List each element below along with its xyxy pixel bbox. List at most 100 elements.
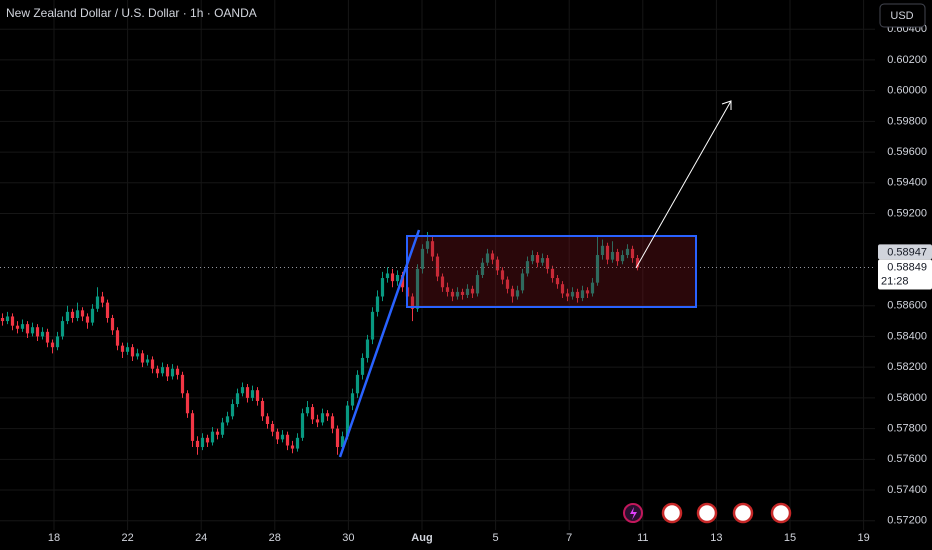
projection-arrow <box>635 100 732 269</box>
candle-body <box>610 251 615 260</box>
candle-body <box>290 445 295 449</box>
candle-body <box>545 258 550 269</box>
y-tick-label: 0.57400 <box>887 484 927 496</box>
x-tick-label: 30 <box>342 532 354 544</box>
candle-body <box>80 310 85 317</box>
x-tick-label: 13 <box>710 532 722 544</box>
x-tick-label: 19 <box>857 532 869 544</box>
y-tick-label: 0.59800 <box>887 115 927 127</box>
candle-body <box>285 434 290 446</box>
candle-body <box>215 431 220 435</box>
event-icon[interactable] <box>696 502 718 524</box>
candle-body <box>90 308 95 323</box>
x-tick-label: 7 <box>566 532 572 544</box>
candle-body <box>75 310 80 318</box>
chart-title: New Zealand Dollar / U.S. Dollar · 1h · … <box>6 6 257 20</box>
currency-button[interactable] <box>879 3 926 28</box>
candle-body <box>370 311 375 340</box>
x-tick-label: 18 <box>48 532 60 544</box>
candle-body <box>440 276 445 288</box>
candle-body <box>305 407 310 414</box>
candle-body <box>300 413 305 438</box>
y-tick-label: 0.58000 <box>887 392 927 404</box>
candle-body <box>85 316 90 323</box>
candle-body <box>590 282 595 294</box>
candle-body <box>135 353 140 357</box>
candle-body <box>540 258 545 263</box>
x-tick-label: 22 <box>121 532 133 544</box>
candle-body <box>555 278 560 285</box>
y-tick-label: 0.58600 <box>887 300 927 312</box>
candle-body <box>125 347 130 352</box>
price-marker-box <box>878 244 932 260</box>
candle-body <box>505 279 510 289</box>
candle-body <box>95 296 100 309</box>
y-tick-label: 0.60000 <box>887 85 927 97</box>
x-tick-label: 11 <box>637 532 648 544</box>
candle-body <box>410 296 415 309</box>
candle-body <box>210 431 215 443</box>
candle-body <box>60 321 65 337</box>
candle-body <box>625 248 630 256</box>
candle-body <box>105 302 110 318</box>
candle-body <box>605 245 610 260</box>
candle-body <box>575 291 580 299</box>
candle-body <box>425 241 430 249</box>
candle-body <box>325 413 330 417</box>
countdown-label: 21:28 <box>881 275 909 287</box>
candle-body <box>295 437 300 449</box>
event-icon[interactable] <box>732 502 754 524</box>
candle-body <box>510 288 515 297</box>
event-icon[interactable] <box>770 502 792 524</box>
y-tick-label: 0.57800 <box>887 423 927 435</box>
candle-body <box>260 400 265 417</box>
candle-body <box>185 393 190 414</box>
candle-body <box>280 434 285 440</box>
candle-body <box>245 387 250 398</box>
y-tick-label: 0.59400 <box>887 177 927 189</box>
candle-body <box>520 273 525 291</box>
candle-body <box>630 248 635 259</box>
candle-body <box>225 416 230 423</box>
candle-body <box>595 255 600 283</box>
grid <box>0 0 875 530</box>
last-price-box <box>878 259 932 290</box>
candle-body <box>20 324 25 329</box>
candle-body <box>485 253 490 263</box>
candle-body <box>560 284 565 294</box>
event-icon[interactable] <box>661 502 683 524</box>
candle-body <box>620 255 625 262</box>
candle-body <box>430 241 435 257</box>
candle-body <box>460 291 465 295</box>
candle-body <box>515 290 520 297</box>
y-tick-label: 0.60200 <box>887 54 927 66</box>
y-tick-label: 0.59200 <box>887 207 927 219</box>
candle-body <box>525 261 530 274</box>
candle-body <box>15 325 20 329</box>
y-tick-label: 0.59600 <box>887 146 927 158</box>
candle-body <box>315 419 320 423</box>
candle-body <box>120 345 125 352</box>
candle-body <box>475 274 480 294</box>
candle-body <box>195 440 200 448</box>
candle-body <box>615 251 620 262</box>
candle-body <box>340 436 345 448</box>
candle-body <box>375 296 380 312</box>
candle-body <box>435 256 440 277</box>
candle-body <box>350 393 355 406</box>
time-axis: 18 22 24 28 30 Aug 5 7 11 13 15 19 <box>48 532 870 544</box>
price-marker-label: 0.58947 <box>887 246 927 258</box>
candle-body <box>240 387 245 394</box>
event-icon-bolt <box>630 507 637 520</box>
candle-body <box>170 368 175 377</box>
x-tick-label: 24 <box>195 532 207 544</box>
candle-body <box>385 273 390 279</box>
event-icons <box>623 502 792 524</box>
x-tick-label: 28 <box>269 532 281 544</box>
candle-body <box>50 342 55 348</box>
candle-body <box>65 311 70 322</box>
candle-body <box>415 268 420 309</box>
candle-body <box>55 336 60 348</box>
candle-body <box>345 405 350 437</box>
